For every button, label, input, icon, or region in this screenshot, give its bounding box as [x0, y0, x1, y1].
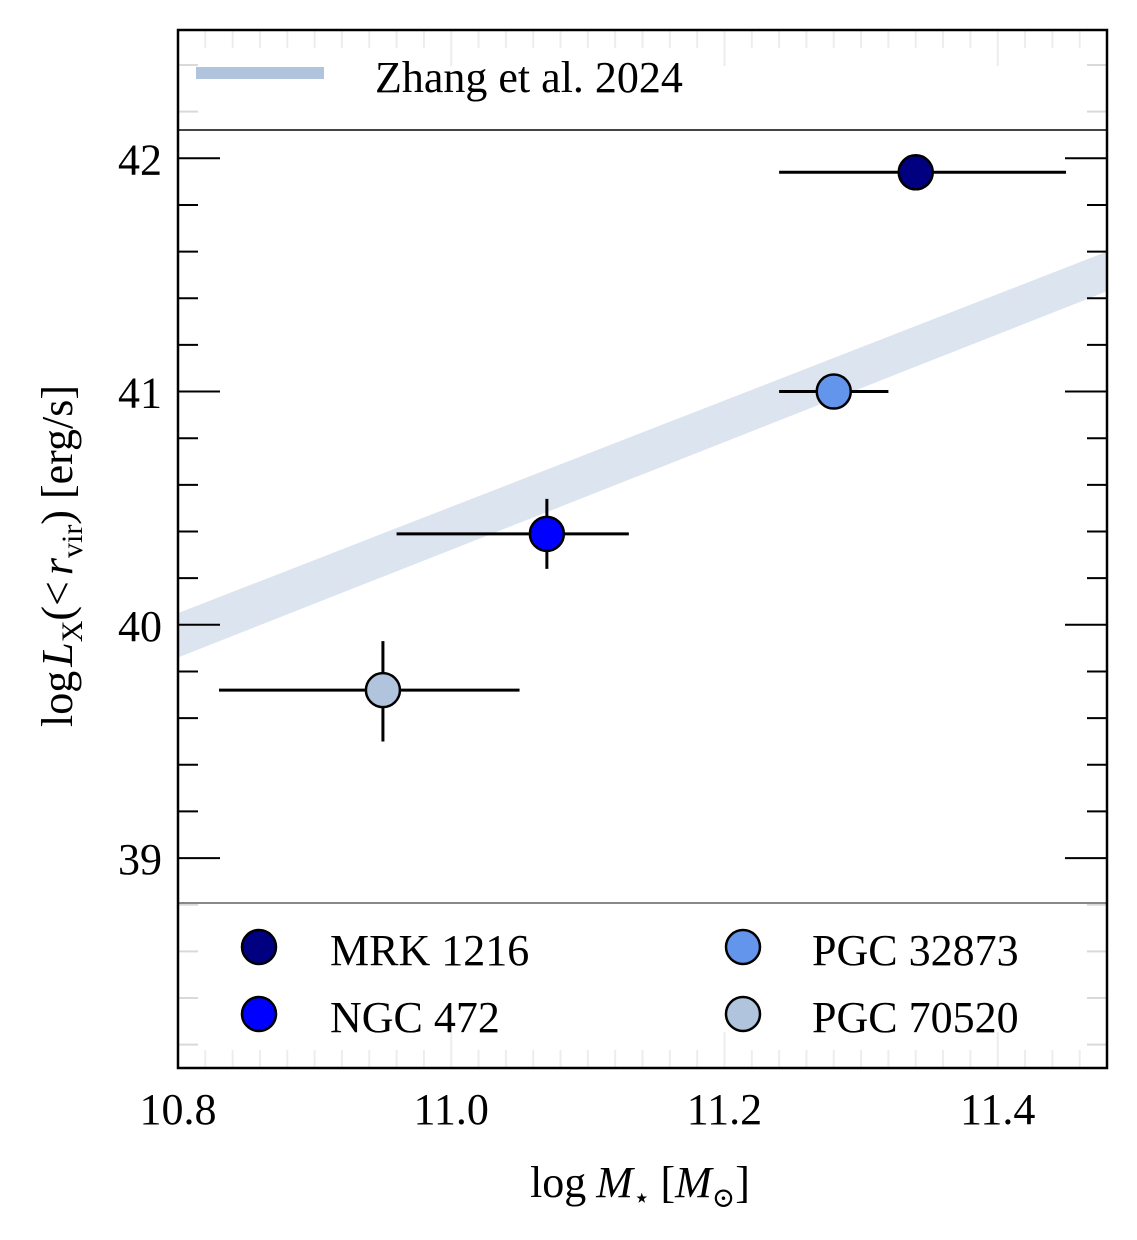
- bottom-legend: MRK 1216 NGC 472 PGC 32873 PGC 70520: [177, 902, 1108, 1069]
- x-axis-title: log M⋆ [M⊙]: [530, 1158, 750, 1214]
- y-tick-label: 42: [118, 135, 162, 184]
- legend-label-pgc32873: PGC 32873: [812, 926, 1019, 975]
- x-tick-label: 11.4: [960, 1085, 1035, 1134]
- top-legend: Zhang et al. 2024: [177, 29, 1108, 131]
- legend-marker-pgc32873: [724, 928, 762, 966]
- legend-marker-ngc472: [240, 995, 278, 1033]
- legend-marker-pgc70520: [724, 995, 762, 1033]
- y-tick-label: 40: [118, 602, 162, 651]
- top-legend-frame: [177, 29, 1108, 131]
- plot-frame: [176, 28, 1109, 1070]
- legend-label-ngc472: NGC 472: [330, 993, 500, 1042]
- legend-label-pgc70520: PGC 70520: [812, 993, 1019, 1042]
- point-pgc-70520: [364, 671, 402, 709]
- y-axis-ticks: [178, 63, 1107, 1046]
- x-tick-labels: 10.8 11.0 11.2 11.4: [140, 1085, 1036, 1134]
- y-axis-title: logLX(<rvir) [erg/s]: [33, 385, 89, 727]
- x-tick-label: 10.8: [140, 1085, 217, 1134]
- legend-marker-mrk1216: [240, 928, 278, 966]
- data-markers: [364, 154, 934, 709]
- relation-legend-label: Zhang et al. 2024: [375, 53, 683, 102]
- point-mrk-1216: [897, 154, 934, 191]
- x-tick-label: 11.2: [687, 1085, 762, 1134]
- y-tick-labels: 39 40 41 42: [118, 135, 162, 884]
- x-tick-label: 11.0: [414, 1085, 489, 1134]
- y-tick-label: 41: [118, 369, 162, 418]
- point-pgc-32873: [815, 373, 853, 410]
- legend-label-mrk1216: MRK 1216: [330, 926, 529, 975]
- relation-band: [178, 251, 1107, 658]
- point-ngc-472: [528, 515, 566, 553]
- y-tick-label: 39: [118, 835, 162, 884]
